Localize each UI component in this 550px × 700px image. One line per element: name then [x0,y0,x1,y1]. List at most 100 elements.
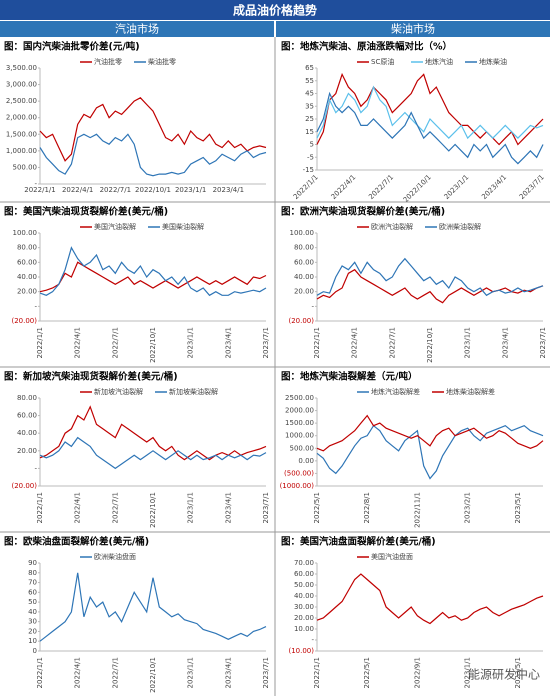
x-tick-label: 2023/7/1 [539,327,547,358]
y-tick-label: 3,000.00 [6,81,37,89]
y-tick-label: 40 [28,608,37,616]
y-tick-label: (20.00) [11,317,37,325]
series-line [316,414,544,452]
x-tick-label: 2022/1/1 [36,327,44,358]
series-line [316,257,544,297]
y-tick-label: 80.00 [17,244,37,252]
y-tick-label: 20.00 [294,614,314,622]
series-line [39,261,267,293]
y-tick-label: - [34,464,37,472]
y-tick-label: 30 [28,618,37,626]
x-tick-label: 2022/7/1 [367,173,395,201]
y-tick-label: 80.00 [17,394,37,402]
x-tick-label: 2022/10/1 [135,186,171,194]
y-tick-label: 2000.00 [285,407,314,415]
legend-label: 地炼柴油裂解差 [446,387,495,396]
x-tick-label: 2023/2/1 [464,492,472,523]
x-tick-label: 2022/5/1 [313,492,321,523]
x-tick-label: 2023/5/1 [514,492,522,523]
legend-label: 美国汽油裂解 [94,222,136,231]
x-tick-label: 2023/7/1 [262,492,270,523]
x-tick-label: 2023/7/1 [262,657,270,688]
x-tick-label: 2022/4/1 [62,186,93,194]
y-tick-label: 2,000.00 [6,114,37,122]
y-tick-label: 55 [305,77,314,85]
y-tick-label: 1,500.00 [6,130,37,138]
x-tick-label: 2022/5/1 [363,657,371,688]
x-tick-label: 2023/7/1 [262,327,270,358]
y-tick-label: 20 [28,627,37,635]
legend-label: 地炼汽油裂解差 [371,387,420,396]
y-tick-label: 20.00 [17,447,37,455]
y-tick-label: 10 [28,637,37,645]
y-tick-label: - [34,180,37,188]
x-tick-label: 2023/1/1 [464,657,472,688]
y-tick-label: 80 [28,569,37,577]
series-line [316,268,544,304]
series-line [39,97,267,162]
x-tick-label: 2022/1/1 [292,173,320,201]
series-line [316,85,544,140]
y-tick-label: - [34,302,37,310]
section-title: 柴油市场 [391,22,435,36]
y-tick-label: 60.00 [294,570,314,578]
watermark: 能源研发中心 [468,667,540,682]
series-line [39,246,267,297]
legend-label: 新加坡汽油裂解 [94,387,143,396]
x-tick-label: 2023/4/1 [224,657,232,688]
x-tick-label: 2023/1/1 [175,186,206,194]
y-tick-label: 20.00 [17,288,37,296]
x-tick-label: 2022/4/1 [74,492,82,523]
x-tick-label: 2022/1/1 [313,657,321,688]
y-tick-label: 50 [28,598,37,606]
y-tick-label: 65 [305,64,314,72]
legend-label: 欧洲柴油裂解 [439,222,481,231]
y-tick-label: 40.00 [17,429,37,437]
section-title: 汽油市场 [115,22,159,36]
chart-title: 图：欧洲汽柴油现货裂解价差(美元/桶) [281,206,445,218]
y-tick-label: 50.00 [294,581,314,589]
y-tick-label: 1,000.00 [6,147,37,155]
y-tick-label: (500.00) [284,469,314,477]
x-tick-label: 2023/4/1 [224,492,232,523]
y-tick-label: 100.00 [290,229,315,237]
series-line [316,72,544,146]
y-tick-label: 20.00 [294,288,314,296]
x-tick-label: 2022/7/1 [100,186,131,194]
x-tick-label: 2023/4/1 [213,186,244,194]
x-tick-label: 2022/10/1 [149,492,157,528]
chart-title: 图：国内汽柴油批零价差(元/吨) [4,41,140,53]
x-tick-label: 2022/10/1 [402,173,433,204]
x-tick-label: 2023/1/1 [443,173,471,201]
chart-title: 图：欧柴油盘面裂解价差(美元/桶) [4,536,149,548]
x-tick-label: 2022/10/1 [149,657,157,693]
x-tick-label: 2022/4/1 [74,657,82,688]
legend-label: 欧洲柴油盘面 [94,552,136,561]
x-tick-label: 2022/1/1 [313,327,321,358]
y-tick-label: 40.00 [294,273,314,281]
legend-label: 欧洲汽油裂解 [371,222,413,231]
x-tick-label: 2022/4/1 [74,327,82,358]
series-line [316,424,544,480]
y-tick-label: - [311,636,314,644]
legend-label: 美国汽油盘面 [371,552,413,561]
y-tick-label: 80.00 [294,244,314,252]
subheader-left [0,21,274,37]
x-tick-label: 2023/7/1 [518,173,546,201]
y-tick-label: 70.00 [294,559,314,567]
header-bar [0,0,550,20]
y-tick-label: (20.00) [11,482,37,490]
x-tick-label: 2023/1/1 [187,657,195,688]
y-tick-label: 45 [305,90,314,98]
y-tick-label: 40.00 [17,273,37,281]
x-tick-label: 2022/10/1 [149,327,157,363]
series-line [316,573,544,625]
y-tick-label: 60.00 [17,258,37,266]
legend-label: 新加坡柴油裂解 [169,387,218,396]
legend-label: 地炼柴油 [479,57,507,66]
legend-label: 地炼汽油 [425,57,453,66]
y-tick-label: 60.00 [17,412,37,420]
y-tick-label: 1000.00 [285,432,314,440]
y-tick-label: 0 [33,647,37,655]
y-tick-label: 10.00 [294,625,314,633]
